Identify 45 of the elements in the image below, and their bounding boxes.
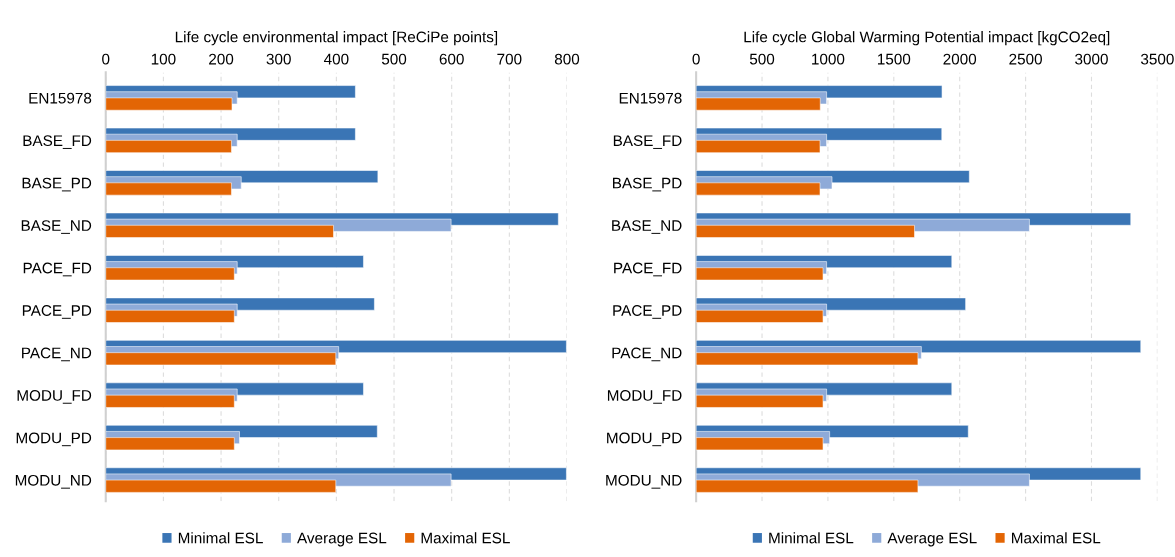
y-tick-label: MODU_PD (607, 432, 682, 447)
y-tick-label: EN15978 (29, 92, 92, 104)
x-tick-label: 700 (497, 53, 522, 65)
x-tick-label: 200 (209, 53, 234, 65)
y-tick-label: MODU_ND (606, 474, 682, 489)
y-tick-label: PACE_FD (614, 262, 682, 277)
y-tick-label: BASE_FD (23, 135, 92, 149)
y-tick-label: PACE_ND (22, 347, 92, 362)
legend-label: Minimal ESL (769, 532, 854, 544)
legend-label: Maximal ESL (421, 532, 510, 544)
y-tick-label: BASE_ND (612, 220, 682, 234)
x-tick-label: 500 (381, 53, 407, 65)
x-tick-label: 1500 (877, 53, 911, 65)
y-tick-label: BASE_PD (613, 177, 682, 192)
x-tick-label: 0 (102, 53, 110, 65)
x-axis-title: Life cycle Global Warming Potential impact [kgCO2eq] (744, 31, 1110, 46)
x-tick-label: 100 (151, 53, 176, 65)
y-tick-label: PACE_ND (612, 347, 682, 362)
x-tick-label: 600 (439, 53, 464, 65)
x-tick-label: 2500 (1009, 53, 1042, 65)
x-tick-label: 0 (692, 53, 700, 65)
y-tick-label: EN15978 (619, 92, 682, 104)
x-tick-label: 2000 (943, 53, 977, 65)
y-tick-label: MODU_FD (607, 390, 682, 404)
x-tick-label: 1000 (812, 53, 845, 65)
y-tick-label: BASE_PD (22, 177, 92, 192)
x-tick-label: 800 (554, 53, 580, 65)
y-tick-label: BASE_ND (21, 220, 92, 234)
y-tick-label: BASE_FD (613, 135, 682, 149)
y-tick-label: MODU_FD (17, 390, 92, 404)
x-tick-label: 3500 (1140, 53, 1174, 65)
legend-label: Maximal ESL (1012, 532, 1101, 544)
legend-label: Average ESL (887, 532, 977, 547)
y-tick-label: PACE_PD (613, 305, 682, 319)
y-tick-label: MODU_ND (15, 474, 92, 489)
x-tick-label: 300 (266, 53, 291, 65)
x-tick-label: 3000 (1075, 53, 1108, 65)
y-tick-label: PACE_PD (22, 305, 92, 319)
legend-label: Minimal ESL (178, 532, 263, 544)
y-tick-label: PACE_FD (23, 262, 92, 277)
x-tick-label: 500 (749, 53, 775, 65)
legend-label: Average ESL (297, 532, 387, 547)
y-tick-label: MODU_PD (16, 432, 92, 447)
x-axis-title: Life cycle environmental impact [ReCiPe points] (175, 31, 498, 46)
x-tick-label: 400 (323, 53, 349, 65)
